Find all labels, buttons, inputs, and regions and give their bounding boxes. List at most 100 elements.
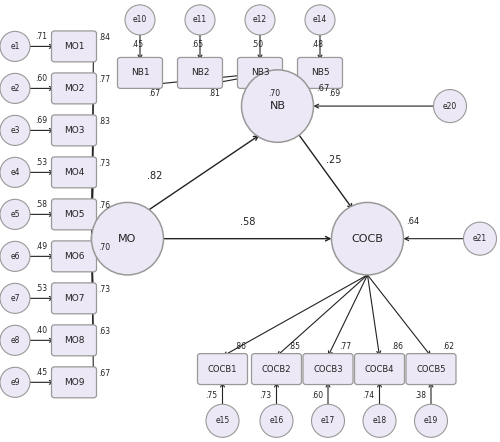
Text: e21: e21 [473,234,487,243]
FancyBboxPatch shape [52,157,96,188]
Text: .53: .53 [35,284,47,293]
Text: MO9: MO9 [64,378,84,387]
Text: .67: .67 [316,84,329,93]
FancyBboxPatch shape [198,354,248,385]
FancyBboxPatch shape [354,354,405,385]
Text: MO2: MO2 [64,84,84,93]
Text: NB1: NB1 [130,69,150,77]
Text: e20: e20 [443,102,457,110]
FancyBboxPatch shape [52,115,96,146]
Ellipse shape [464,222,496,255]
Text: .64: .64 [406,217,419,225]
Ellipse shape [312,404,344,437]
Text: .82: .82 [148,171,162,181]
Ellipse shape [0,115,30,145]
Ellipse shape [245,5,275,35]
Text: .58: .58 [240,217,255,227]
FancyBboxPatch shape [298,57,343,88]
Text: .81: .81 [208,89,220,98]
Ellipse shape [0,31,30,61]
Text: .67: .67 [148,89,160,98]
Ellipse shape [125,5,155,35]
Text: e17: e17 [321,416,335,425]
Text: .60: .60 [311,391,323,400]
Text: NB5: NB5 [310,69,330,77]
Ellipse shape [206,404,239,437]
Text: e19: e19 [424,416,438,425]
Text: .25: .25 [326,155,341,165]
Text: .70: .70 [98,243,110,252]
Ellipse shape [332,202,404,275]
Text: e16: e16 [270,416,283,425]
Text: .69: .69 [35,116,47,125]
FancyBboxPatch shape [252,354,302,385]
FancyBboxPatch shape [52,73,96,104]
Text: .45: .45 [35,368,47,377]
Text: e2: e2 [10,84,20,93]
Text: .50: .50 [252,40,264,49]
Text: .75: .75 [206,391,218,400]
Text: e5: e5 [10,210,20,219]
Text: .71: .71 [35,32,47,41]
FancyBboxPatch shape [406,354,456,385]
Text: MO8: MO8 [64,336,84,345]
Text: .67: .67 [98,369,110,378]
Text: .65: .65 [192,40,203,49]
FancyBboxPatch shape [52,241,96,272]
Ellipse shape [0,325,30,355]
Ellipse shape [0,73,30,103]
FancyBboxPatch shape [178,57,222,88]
Text: e6: e6 [10,252,20,261]
Text: .73: .73 [260,391,272,400]
Text: .74: .74 [362,391,374,400]
Text: NB3: NB3 [250,69,270,77]
Text: COCB5: COCB5 [416,365,446,373]
Ellipse shape [434,90,466,122]
Text: COCB4: COCB4 [365,365,394,373]
Text: e11: e11 [193,15,207,24]
Text: MO4: MO4 [64,168,84,177]
Ellipse shape [0,157,30,187]
Text: e7: e7 [10,294,20,303]
Text: .38: .38 [414,391,426,400]
Text: NB: NB [270,101,285,111]
Text: .53: .53 [35,158,47,167]
Text: MO5: MO5 [64,210,84,219]
FancyBboxPatch shape [52,199,96,230]
Text: MO6: MO6 [64,252,84,261]
Text: .86: .86 [391,342,403,351]
Text: .73: .73 [98,285,110,294]
Ellipse shape [0,199,30,229]
Text: .58: .58 [35,200,47,209]
Ellipse shape [0,367,30,397]
FancyBboxPatch shape [52,31,96,62]
Text: .86: .86 [234,342,246,351]
Text: COCB2: COCB2 [262,365,291,373]
Text: e14: e14 [313,15,327,24]
Text: e4: e4 [10,168,20,177]
Text: .83: .83 [98,117,110,126]
Text: .49: .49 [35,242,47,251]
FancyBboxPatch shape [52,325,96,356]
Ellipse shape [260,404,293,437]
Text: COCB3: COCB3 [313,365,343,373]
Text: e9: e9 [10,378,20,387]
FancyBboxPatch shape [303,354,353,385]
Ellipse shape [414,404,448,437]
Text: MO1: MO1 [64,42,84,51]
Text: e12: e12 [253,15,267,24]
Text: .60: .60 [35,74,47,83]
Text: NB2: NB2 [191,69,209,77]
Text: .69: .69 [328,89,340,98]
Ellipse shape [363,404,396,437]
FancyBboxPatch shape [238,57,282,88]
Text: .85: .85 [288,342,300,351]
Text: .73: .73 [98,159,110,168]
Text: e10: e10 [133,15,147,24]
FancyBboxPatch shape [118,57,162,88]
Text: COCB1: COCB1 [208,365,238,373]
Text: .40: .40 [35,326,47,335]
Text: e8: e8 [10,336,20,345]
Text: .77: .77 [340,342,351,351]
Text: .77: .77 [98,75,110,84]
